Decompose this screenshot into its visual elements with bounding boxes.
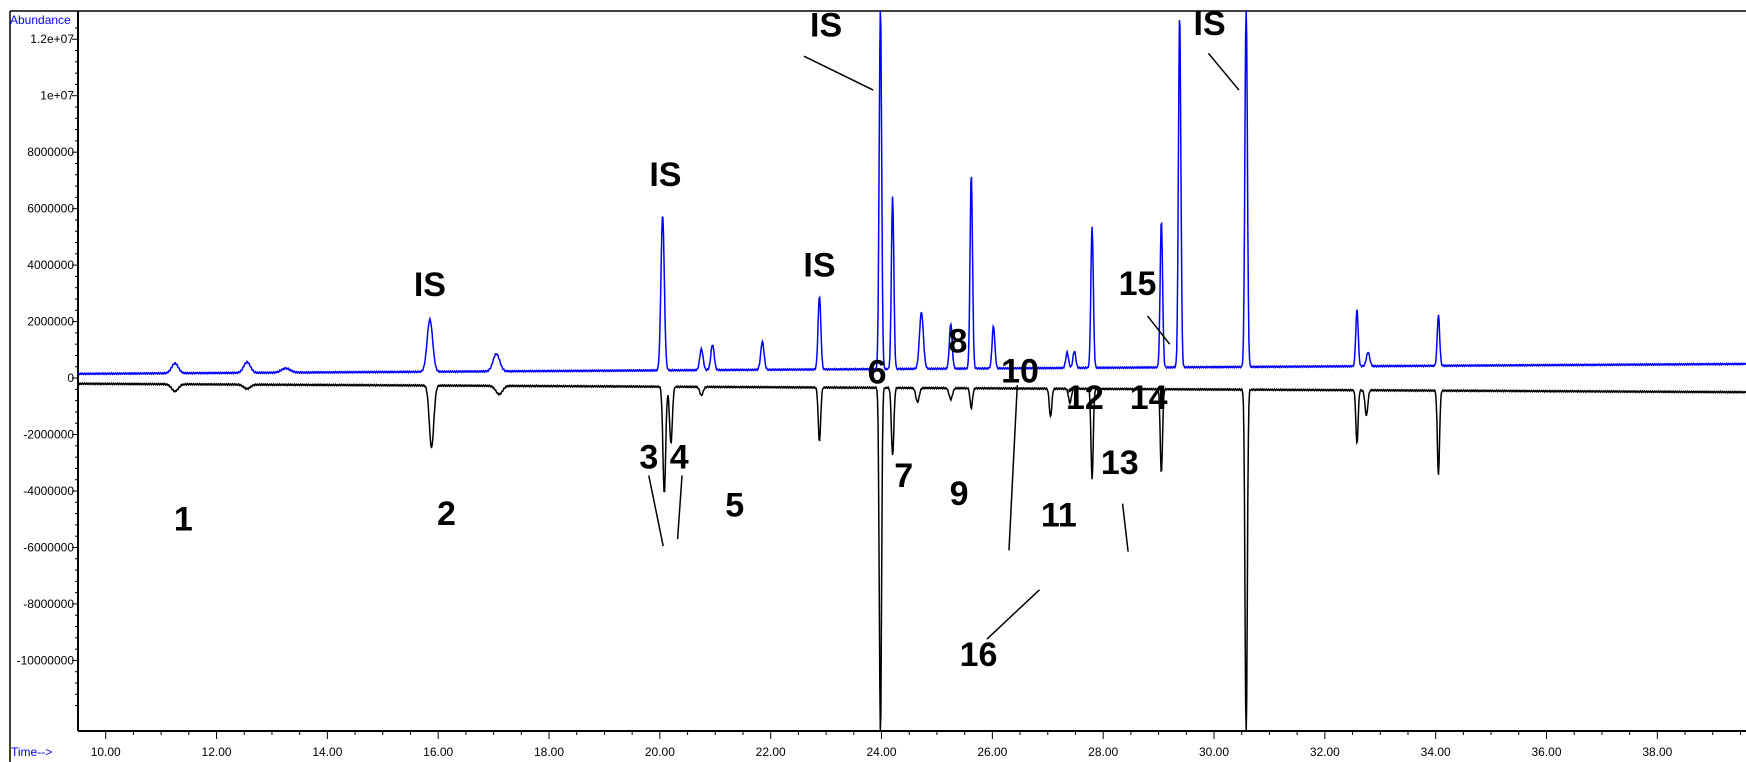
annotation-pointer-line <box>1008 385 1019 551</box>
y-tick-label: -10000000 <box>17 653 75 667</box>
x-tick-label: 34.00 <box>1421 745 1451 759</box>
peak-number-label: 7 <box>894 457 913 495</box>
x-tick-label: 12.00 <box>202 745 232 759</box>
y-tick-label: -8000000 <box>23 597 74 611</box>
peak-number-label: 3 <box>639 438 658 476</box>
y-tick-label: -6000000 <box>23 540 74 554</box>
annotation-pointer-line <box>1146 315 1171 345</box>
x-tick-label: 24.00 <box>867 745 897 759</box>
y-tick-label: 1e+07 <box>40 89 74 103</box>
x-tick-label: 36.00 <box>1531 745 1561 759</box>
annotation-pointer-line <box>986 589 1040 640</box>
annotation-pointer-line <box>1207 52 1240 91</box>
plot-frame <box>9 10 1746 762</box>
y-tick-label: 0 <box>67 371 74 385</box>
y-tick-label: 2000000 <box>27 315 74 329</box>
annotation-pointer-line <box>1121 503 1129 552</box>
y-tick-label: -2000000 <box>23 428 74 442</box>
peak-number-label: 2 <box>437 495 456 533</box>
peak-number-label: 14 <box>1130 379 1168 417</box>
x-tick-label: 38.00 <box>1642 745 1672 759</box>
y-tick-label: 6000000 <box>27 202 74 216</box>
peak-number-label: 16 <box>960 636 998 674</box>
x-tick-label: 22.00 <box>756 745 786 759</box>
peak-number-label: 4 <box>670 438 689 476</box>
internal-standard-label: IS <box>1194 5 1226 43</box>
y-tick-label: 4000000 <box>27 258 74 272</box>
y-tick-label: 1.2e+07 <box>30 32 74 46</box>
x-tick-label: 32.00 <box>1310 745 1340 759</box>
peak-number-label: 5 <box>725 486 744 524</box>
peak-number-label: 11 <box>1041 496 1077 534</box>
x-tick-label: 18.00 <box>534 745 564 759</box>
peak-number-label: 8 <box>949 323 968 361</box>
internal-standard-label: IS <box>810 6 842 44</box>
annotation-pointer-line <box>803 55 874 91</box>
x-tick-label: 10.00 <box>91 745 121 759</box>
x-tick-label: 20.00 <box>645 745 675 759</box>
traces <box>77 10 1746 732</box>
x-tick-label: 28.00 <box>1088 745 1118 759</box>
pointer-lines <box>648 52 1240 640</box>
axis-ticks: 10.00 12.00 14.00 16.00 18.00 20.00 22.00 24.00… <box>17 27 1741 759</box>
x-tick-label: 30.00 <box>1199 745 1229 759</box>
annotation-pointer-line <box>648 475 664 547</box>
peak-number-label: 9 <box>950 475 969 513</box>
peak-number-label: 6 <box>868 354 887 392</box>
internal-standard-label: IS <box>414 266 446 304</box>
annotation-pointer-line <box>676 475 683 540</box>
internal-standard-label: IS <box>649 156 681 194</box>
x-tick-label: 14.00 <box>312 745 342 759</box>
peak-number-label: 13 <box>1101 444 1139 482</box>
x-tick-label: 16.00 <box>423 745 453 759</box>
peak-number-label: 1 <box>174 501 193 539</box>
lower-trace <box>77 381 1746 732</box>
x-axis-title: Time--> <box>11 745 52 759</box>
y-axis-title: Abundance <box>10 13 71 27</box>
peak-number-label: 12 <box>1066 379 1104 417</box>
peak-number-label: 10 <box>1001 352 1039 390</box>
upper-trace <box>77 10 1746 376</box>
y-tick-label: -4000000 <box>23 484 74 498</box>
y-tick-label: 8000000 <box>27 145 74 159</box>
peak-number-label: 15 <box>1119 265 1157 303</box>
x-tick-label: 26.00 <box>977 745 1007 759</box>
internal-standard-label: IS <box>803 246 835 284</box>
